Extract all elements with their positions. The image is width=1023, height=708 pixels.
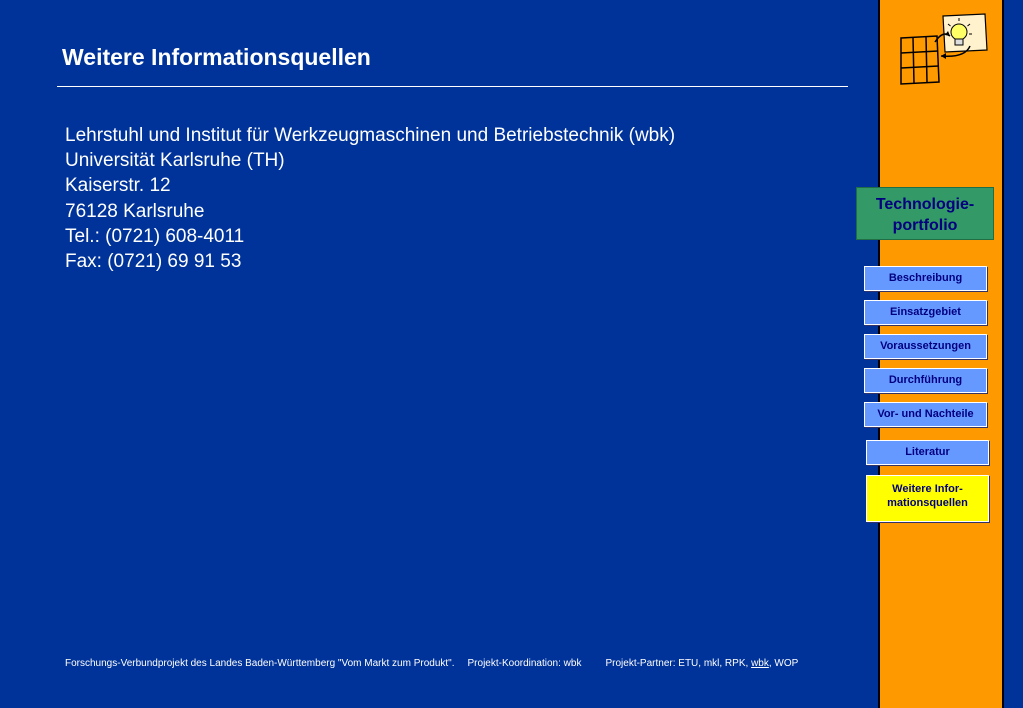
footer-partners-prefix: Projekt-Partner: ETU, mkl, RPK,: [605, 658, 752, 669]
grid-lightbulb-icon: [900, 13, 988, 85]
contact-fax: Fax: (0721) 69 91 53: [65, 251, 242, 273]
footer-partner-link[interactable]: wbk: [751, 658, 769, 669]
nav-active-line2: mationsquellen: [887, 497, 968, 509]
nav-durchfuehrung[interactable]: Durchführung: [864, 368, 987, 393]
portfolio-label-line1: Technologie-: [875, 196, 975, 213]
nav-active-line1: Weitere Infor-: [892, 483, 963, 495]
contact-block: Lehrstuhl und Institut für Werkzeugmasch…: [65, 123, 675, 274]
main-content-area: Weitere Informationsquellen Lehrstuhl un…: [57, 44, 848, 669]
page-title: Weitere Informationsquellen: [62, 44, 371, 70]
technologieportfolio-badge[interactable]: Technologie- portfolio: [856, 187, 994, 240]
footer: Forschungs-Verbundprojekt des Landes Bad…: [65, 658, 798, 669]
nav-vor-und-nachteile[interactable]: Vor- und Nachteile: [864, 402, 987, 427]
contact-university: Universität Karlsruhe (TH): [65, 150, 285, 172]
nav-voraussetzungen[interactable]: Voraussetzungen: [864, 334, 987, 359]
portfolio-label-line2: portfolio: [892, 217, 958, 234]
footer-partners-suffix: , WOP: [768, 658, 799, 669]
contact-institute: Lehrstuhl und Institut für Werkzeugmasch…: [65, 125, 676, 146]
nav-weitere-informationsquellen[interactable]: Weitere Infor- mationsquellen: [866, 475, 989, 522]
contact-phone: Tel.: (0721) 608-4011: [65, 225, 245, 247]
right-edge: [1004, 0, 1023, 708]
title-divider: [57, 86, 848, 87]
nav-einsatzgebiet[interactable]: Einsatzgebiet: [864, 300, 987, 325]
nav-beschreibung[interactable]: Beschreibung: [864, 266, 987, 291]
footer-project: Forschungs-Verbundprojekt des Landes Bad…: [65, 658, 455, 669]
nav-literatur[interactable]: Literatur: [866, 440, 989, 465]
footer-coordination: Projekt-Koordination: wbk: [467, 658, 582, 669]
contact-street: Kaiserstr. 12: [65, 175, 171, 197]
contact-city: 76128 Karlsruhe: [65, 200, 205, 222]
